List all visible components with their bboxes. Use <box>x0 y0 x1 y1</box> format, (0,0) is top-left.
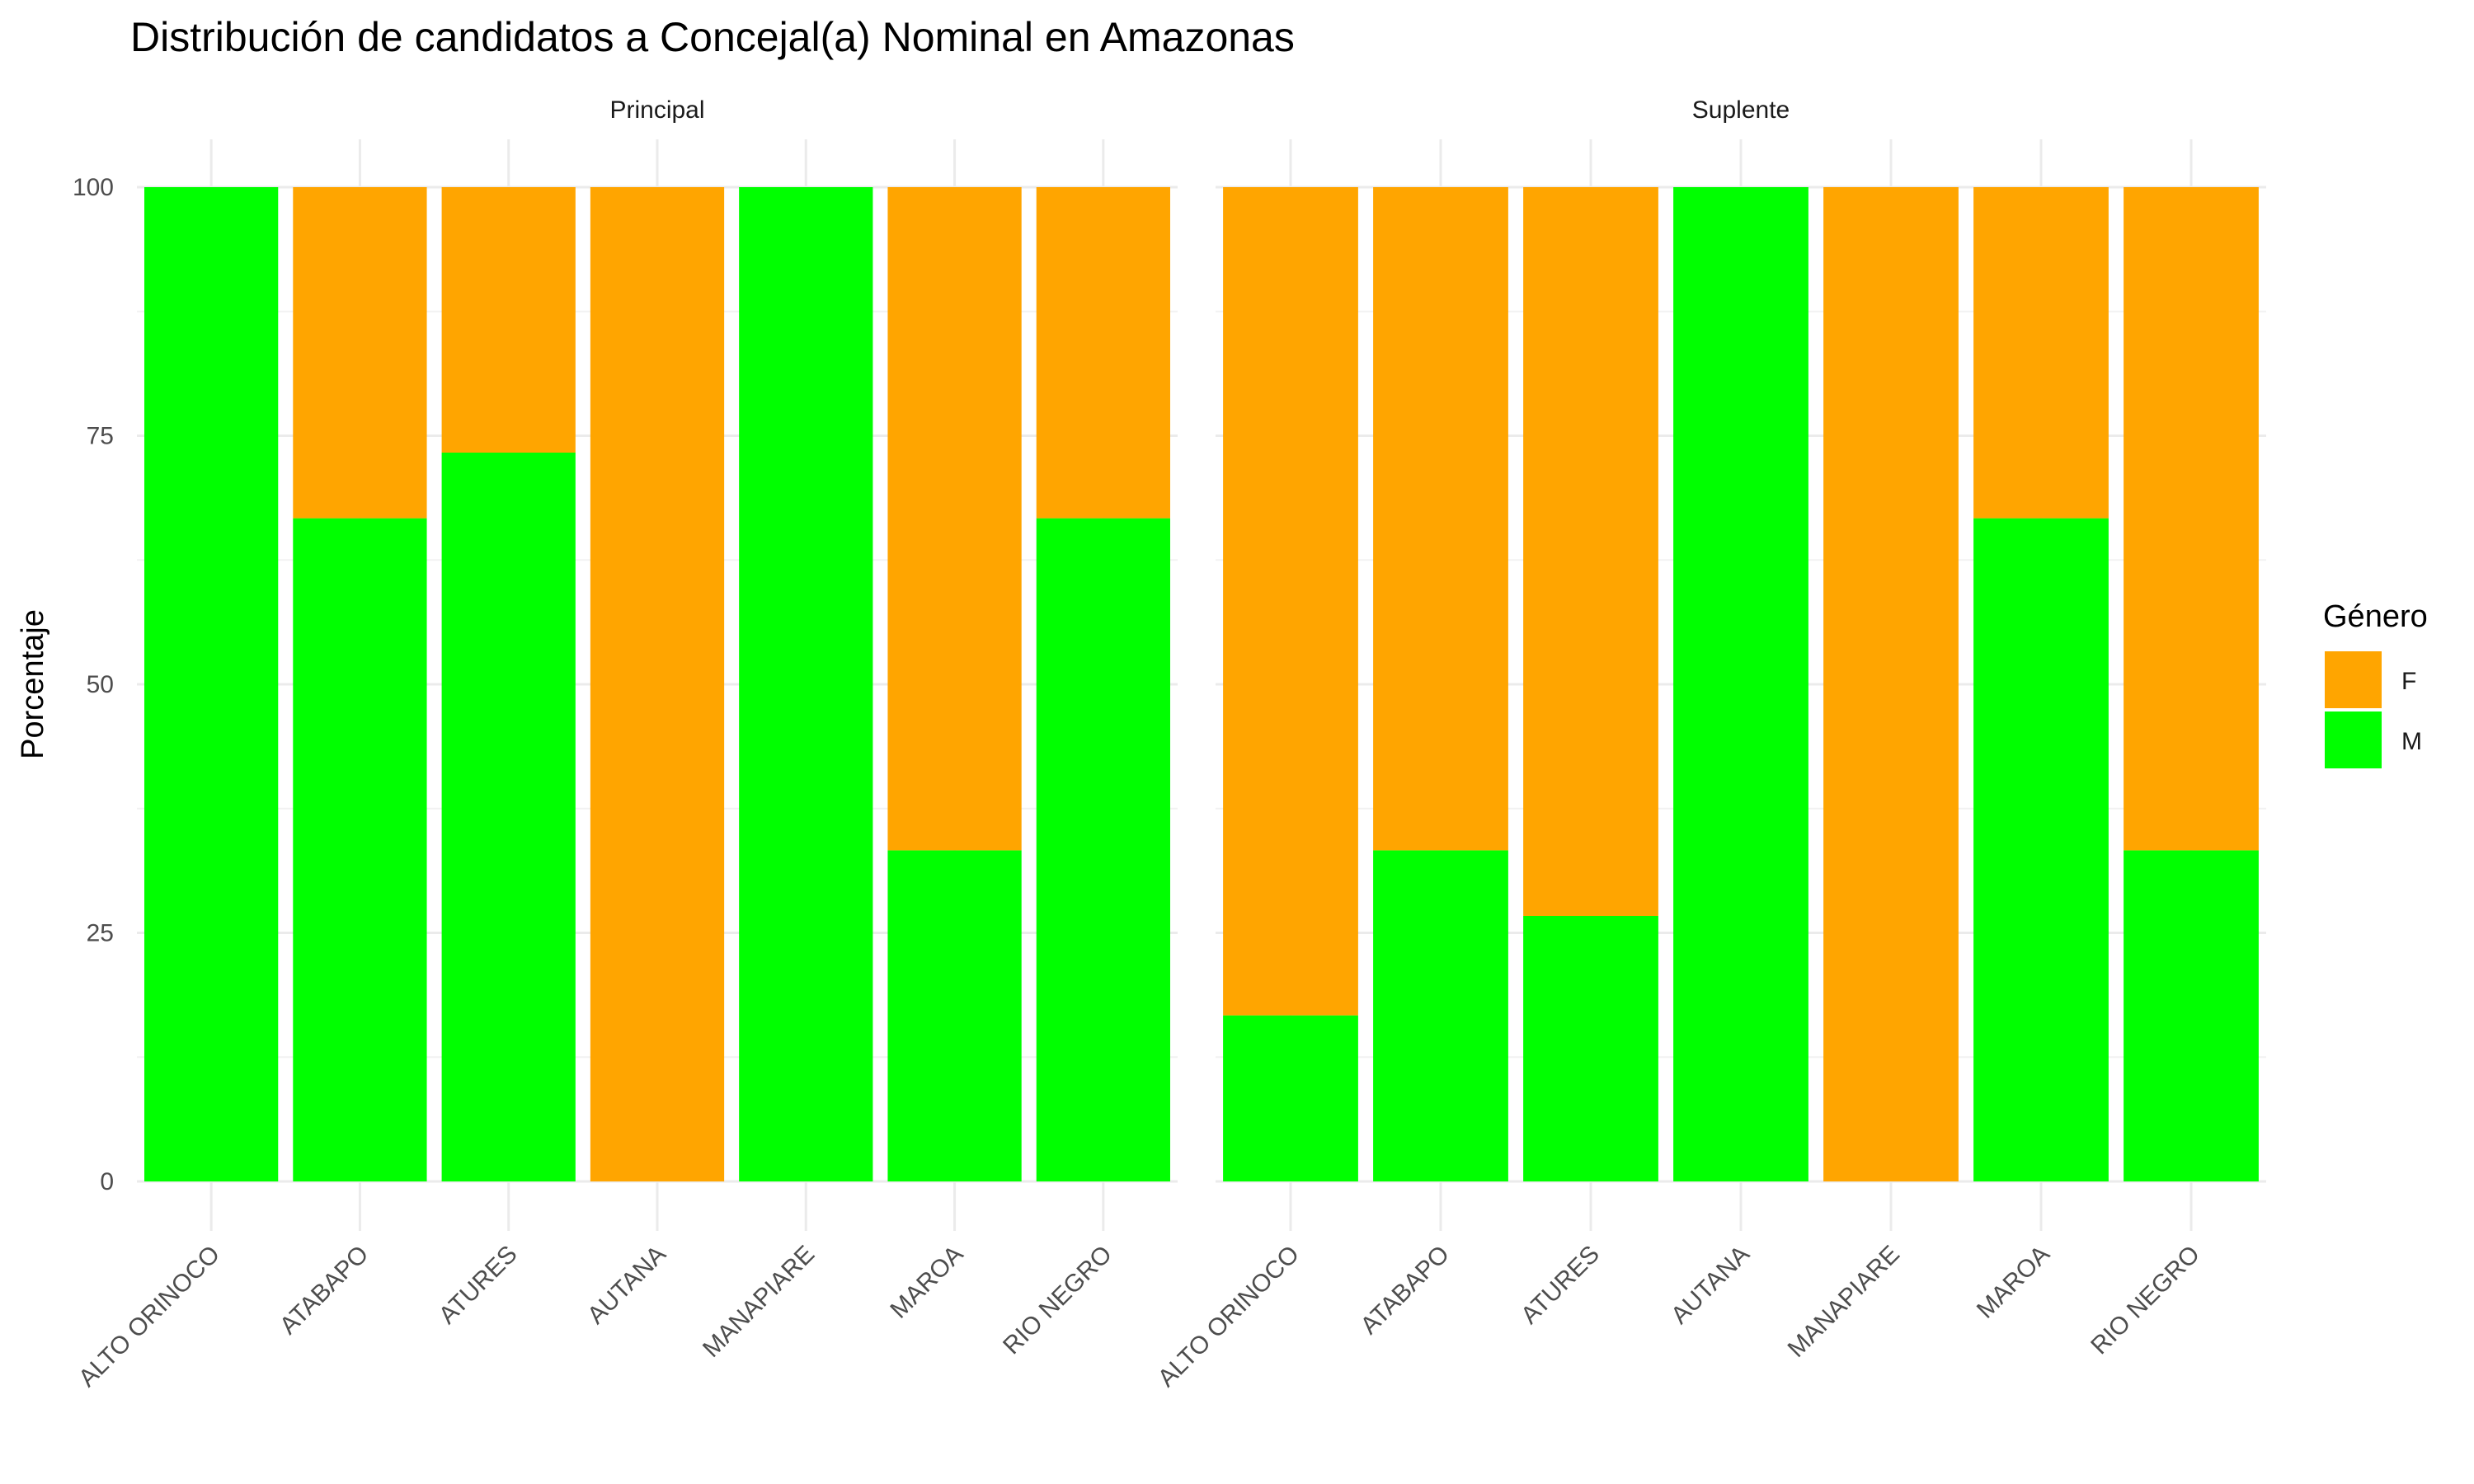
bar-m <box>144 187 279 1181</box>
x-tick-label: AUTANA <box>582 1241 671 1330</box>
bar-f <box>441 187 576 453</box>
bar-m <box>293 518 427 1181</box>
legend: Género F M <box>2323 599 2428 768</box>
x-tick-label: ALTO ORINOCO <box>1153 1241 1305 1392</box>
bar-f <box>1373 187 1508 851</box>
bar-f <box>1523 187 1658 916</box>
y-axis: 0 25 50 75 100 <box>73 174 114 1195</box>
x-tick-label: ALTO ORINOCO <box>73 1241 225 1392</box>
bar-f <box>887 187 1022 851</box>
bar-f <box>1823 187 1959 1181</box>
bar-m <box>1223 1015 1358 1181</box>
x-tick-label: ATURES <box>1516 1241 1605 1330</box>
bar-f <box>293 187 427 519</box>
panel-principal: Principal ALTO ORINOCO ATABAPO ATURES AUTANA… <box>73 96 1178 1392</box>
bar-m <box>1973 518 2109 1181</box>
x-tick-label: ATURES <box>434 1241 523 1330</box>
panel-suplente: Suplente ALTO ORINOCO ATABAPO ATURES AUTANA M… <box>1153 96 2266 1392</box>
bar-f <box>590 187 725 1181</box>
y-tick-label: 75 <box>87 423 114 450</box>
panel-strip-label: Principal <box>609 96 704 124</box>
y-tick-label: 25 <box>87 920 114 947</box>
bar-m <box>1523 915 1658 1181</box>
bar-m <box>887 850 1022 1181</box>
panels: Principal ALTO ORINOCO ATABAPO ATURES AUTANA… <box>73 96 2266 1392</box>
bar-m <box>739 187 873 1181</box>
panel-strip-label: Suplente <box>1692 96 1790 124</box>
bar-f <box>1036 187 1170 519</box>
bar-f <box>2124 187 2259 851</box>
x-tick-label: RIO NEGRO <box>998 1241 1117 1360</box>
legend-key-m <box>2325 711 2382 768</box>
bar-f <box>1223 187 1358 1016</box>
bar-m <box>441 453 576 1181</box>
legend-key-f <box>2325 651 2382 708</box>
bar-m <box>2124 850 2259 1181</box>
x-tick-label: MANAPIARE <box>698 1241 820 1363</box>
y-tick-label: 50 <box>87 671 114 698</box>
x-tick-label: MANAPIARE <box>1783 1241 1905 1363</box>
x-tick-label: RIO NEGRO <box>2086 1241 2205 1360</box>
legend-title: Género <box>2323 599 2428 634</box>
bar-f <box>1973 187 2109 519</box>
x-tick-label: MAROA <box>885 1241 968 1324</box>
y-axis-title: Porcentaje <box>16 609 50 759</box>
bar-m <box>1673 187 1808 1181</box>
bar-m <box>1373 850 1508 1181</box>
x-tick-label: MAROA <box>1972 1241 2055 1324</box>
x-tick-label: ATABAPO <box>1356 1241 1455 1340</box>
x-tick-label: AUTANA <box>1666 1241 1755 1330</box>
x-tick-label: ATABAPO <box>275 1241 374 1340</box>
chart-title: Distribución de candidatos a Concejal(a)… <box>130 14 1295 60</box>
bar-m <box>1036 518 1170 1181</box>
y-tick-label: 100 <box>73 174 114 201</box>
legend-label: M <box>2401 728 2422 755</box>
legend-label: F <box>2401 668 2416 695</box>
y-tick-label: 0 <box>100 1168 114 1195</box>
